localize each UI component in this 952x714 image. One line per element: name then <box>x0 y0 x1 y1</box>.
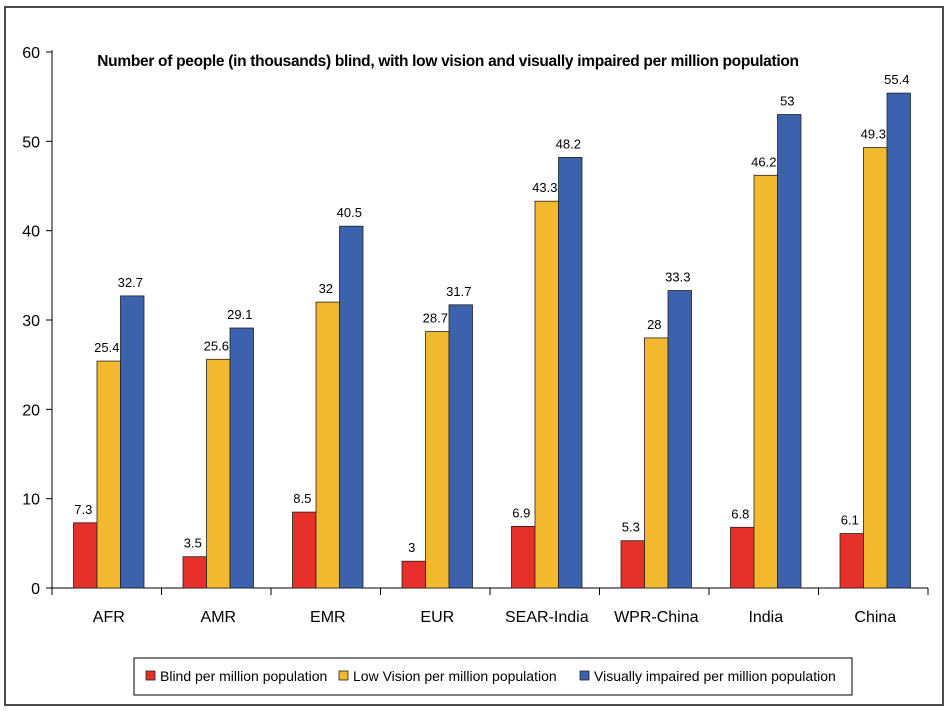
y-tick-label: 60 <box>22 45 40 62</box>
bar-afr-series-3 <box>120 295 145 589</box>
data-label: 55.4 <box>884 72 909 87</box>
bar-wpr-china-series-3 <box>667 290 692 589</box>
x-category-label: SEAR-India <box>505 609 589 626</box>
legend-swatch <box>145 670 156 681</box>
data-label: 6.8 <box>731 506 749 521</box>
data-label: 33.3 <box>665 270 690 285</box>
bar-eur-series-3 <box>448 304 473 589</box>
data-label: 32 <box>319 281 333 296</box>
y-tick-label: 10 <box>22 492 40 509</box>
bar-india-series-2 <box>753 174 778 589</box>
bar-india-series-3 <box>777 114 802 589</box>
bar-sear-india-series-2 <box>534 200 559 589</box>
chart-title: Number of people (in thousands) blind, w… <box>97 53 798 70</box>
plot-area: 0 10 20 30 40 50 60 7.3 25.4 32.7 AFR 3.5 25.6 29.1 AM… <box>22 45 929 626</box>
data-label: 3 <box>408 540 415 555</box>
data-label: 6.1 <box>841 513 859 528</box>
legend-box <box>133 657 853 696</box>
legend-label: Low Vision per million population <box>353 668 557 684</box>
data-label: 49.3 <box>861 127 886 142</box>
data-label: 53 <box>780 94 794 109</box>
x-category-label: AMR <box>201 609 237 626</box>
data-label: 8.5 <box>293 491 311 506</box>
data-label: 29.1 <box>227 307 252 322</box>
x-category-label: EMR <box>310 609 346 626</box>
bar-amr-series-2 <box>206 358 231 589</box>
bar-wpr-china-series-1 <box>620 540 645 589</box>
legend-swatch <box>579 670 590 681</box>
y-tick-label: 40 <box>22 224 40 241</box>
data-label: 28 <box>647 317 661 332</box>
y-tick-label: 50 <box>22 134 40 151</box>
data-label: 31.7 <box>446 284 471 299</box>
x-category-label: China <box>854 609 896 626</box>
bar-india-series-1 <box>730 526 755 589</box>
data-label: 25.4 <box>94 340 119 355</box>
data-label: 46.2 <box>751 154 776 169</box>
bar-wpr-china-series-2 <box>644 337 669 589</box>
legend: Blind per million population Low Vision p… <box>133 657 853 696</box>
y-tick-label: 0 <box>31 581 40 598</box>
data-label: 43.3 <box>532 180 557 195</box>
bar-china-series-3 <box>886 92 911 589</box>
bar-sear-india-series-1 <box>511 526 536 589</box>
x-category-label: India <box>748 609 783 626</box>
x-category-label: AFR <box>93 609 125 626</box>
data-label: 5.3 <box>622 520 640 535</box>
data-label: 28.7 <box>423 311 448 326</box>
x-category-label: EUR <box>420 609 454 626</box>
x-category-label: WPR-China <box>614 609 699 626</box>
bar-afr-series-2 <box>96 360 121 589</box>
y-tick-label: 30 <box>22 313 40 330</box>
bar-afr-series-1 <box>73 522 98 589</box>
bar-emr-series-1 <box>292 511 317 589</box>
data-label: 48.2 <box>556 136 581 151</box>
data-label: 25.6 <box>204 338 229 353</box>
bar-amr-series-3 <box>229 327 254 589</box>
data-label: 40.5 <box>337 205 362 220</box>
data-label: 6.9 <box>512 505 530 520</box>
data-label: 3.5 <box>184 536 202 551</box>
bar-eur-series-1 <box>401 560 426 589</box>
y-tick-label: 20 <box>22 402 40 419</box>
legend-label: Blind per million population <box>160 668 327 684</box>
bar-emr-series-3 <box>339 225 364 589</box>
bar-eur-series-2 <box>425 331 450 589</box>
bar-emr-series-2 <box>315 301 340 589</box>
data-label: 7.3 <box>74 502 92 517</box>
bar-sear-india-series-3 <box>558 156 583 589</box>
bar-amr-series-1 <box>182 556 207 589</box>
bar-china-series-1 <box>839 533 864 589</box>
data-label: 32.7 <box>118 275 143 290</box>
legend-swatch <box>338 670 349 681</box>
bar-china-series-2 <box>863 147 888 589</box>
legend-label: Visually impaired per million population <box>594 668 836 684</box>
